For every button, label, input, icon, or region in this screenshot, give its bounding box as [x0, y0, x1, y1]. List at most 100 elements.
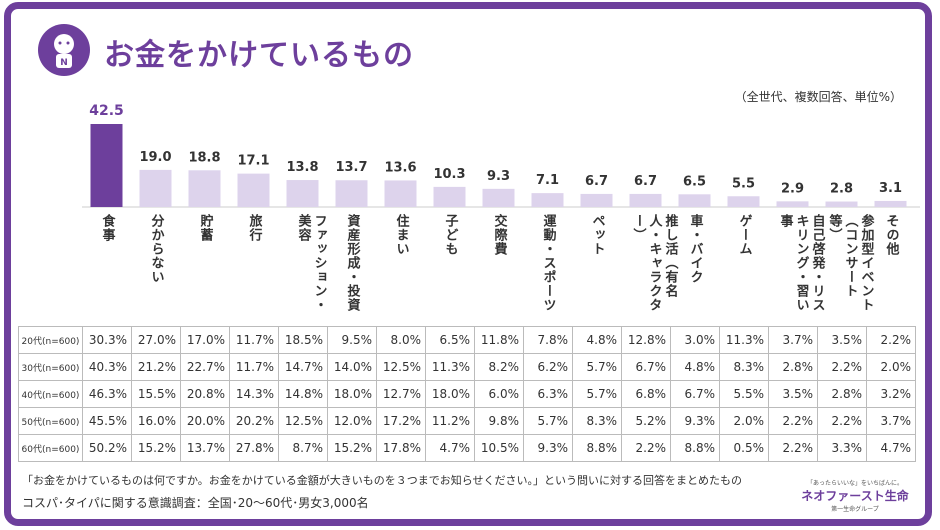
table-cell: 8.8%: [572, 434, 622, 462]
table-cell: 3.5%: [817, 326, 867, 354]
table-cell: 2.2%: [817, 407, 867, 435]
table-cell: 30.3%: [82, 326, 132, 354]
bar: [139, 169, 172, 207]
table-cell: 18.0%: [327, 380, 377, 408]
table-cell: 2.2%: [621, 434, 671, 462]
table-cell: 13.7%: [180, 434, 230, 462]
table-cell: 12.5%: [376, 353, 426, 381]
table-row: 40代(n=600) 46.3% 15.5% 20.8% 14.3% 14.8% 18.0%…: [18, 380, 916, 408]
category-label: その他: [883, 214, 899, 256]
table-cell: 9.5%: [327, 326, 377, 354]
table-cell: 12.8%: [621, 326, 671, 354]
table-cell: 2.0%: [719, 407, 769, 435]
table-row: 50代(n=600) 45.5% 16.0% 20.0% 20.2% 12.5% 12.0%…: [18, 407, 916, 435]
table-cell: 17.0%: [180, 326, 230, 354]
data-label: 6.7: [634, 174, 657, 189]
table-cell: 0.5%: [719, 434, 769, 462]
brand-logo: 「あったらいいな」をいちばんに。 ネオファースト生命 第一生命グループ: [790, 478, 920, 513]
bar: [776, 201, 809, 207]
table-cell: 2.2%: [817, 353, 867, 381]
category-label: 車・バイク: [687, 214, 703, 284]
data-label: 7.1: [536, 173, 559, 188]
table-cell: 5.5%: [719, 380, 769, 408]
category-label: 運動・スポーツ: [540, 214, 556, 312]
category-label: 住まい: [393, 214, 409, 256]
data-label: 18.8: [188, 150, 220, 165]
mascot-icon: N: [38, 24, 90, 76]
table-cell: 15.2%: [131, 434, 181, 462]
table-cell: 18.5%: [278, 326, 328, 354]
category-label: 交際費: [491, 214, 507, 256]
data-label: 10.3: [433, 167, 465, 182]
table-cell: 2.0%: [866, 353, 916, 381]
table-cell: 7.8%: [523, 326, 573, 354]
table-cell: 4.8%: [572, 326, 622, 354]
category-label: ペット: [589, 214, 605, 256]
table-cell: 8.8%: [670, 434, 720, 462]
bar: [727, 196, 760, 207]
category-label: 食事: [99, 214, 115, 242]
brand-name: ネオファースト生命: [801, 489, 909, 503]
table-cell: 14.8%: [278, 380, 328, 408]
bar: [188, 170, 221, 207]
table-cell: 3.7%: [866, 407, 916, 435]
table-cell: 3.0%: [670, 326, 720, 354]
data-label: 17.1: [237, 154, 269, 169]
table-cell: 8.7%: [278, 434, 328, 462]
table-cell: 11.3%: [719, 326, 769, 354]
table-cell: 11.8%: [474, 326, 524, 354]
table-cell: 14.7%: [278, 353, 328, 381]
table-cell: 3.5%: [768, 380, 818, 408]
table-cell: 12.5%: [278, 407, 328, 435]
bar: [384, 180, 417, 207]
table-cell: 9.3%: [670, 407, 720, 435]
table-cell: 14.3%: [229, 380, 279, 408]
table-cell: 5.2%: [621, 407, 671, 435]
bar: [335, 180, 368, 207]
logo-letter: N: [60, 58, 68, 68]
category-label: 旅行: [246, 214, 262, 242]
table-cell: 11.7%: [229, 353, 279, 381]
data-label: 9.3: [487, 169, 510, 184]
table-cell: 6.3%: [523, 380, 573, 408]
data-label: 13.6: [384, 160, 416, 175]
table-cell: 8.2%: [474, 353, 524, 381]
data-label: 5.5: [732, 176, 755, 191]
category-label: ファッション・美容: [295, 214, 327, 312]
table-cell: 3.3%: [817, 434, 867, 462]
age-breakdown-table: 20代(n=600) 30.3% 27.0% 17.0% 11.7% 18.5% 9.5% 8…: [18, 326, 916, 462]
table-row: 20代(n=600) 30.3% 27.0% 17.0% 11.7% 18.5% 9.5% 8…: [18, 326, 916, 354]
table-cell: 2.8%: [768, 353, 818, 381]
table-cell: 6.0%: [474, 380, 524, 408]
table-cell: 14.0%: [327, 353, 377, 381]
row-label: 40代(n=600): [18, 380, 83, 408]
table-cell: 12.7%: [376, 380, 426, 408]
category-label: 推し活（有名人・キャラクター）: [630, 214, 678, 312]
table-cell: 18.0%: [425, 380, 475, 408]
table-cell: 5.7%: [572, 353, 622, 381]
row-label: 30代(n=600): [18, 353, 83, 381]
bar: [531, 193, 564, 207]
table-cell: 15.5%: [131, 380, 181, 408]
table-cell: 4.7%: [425, 434, 475, 462]
bar: [286, 180, 319, 207]
bar: [629, 193, 662, 207]
brand-tagline: 「あったらいいな」をいちばんに。: [806, 480, 903, 487]
table-cell: 6.8%: [621, 380, 671, 408]
table-cell: 3.2%: [866, 380, 916, 408]
bar: [237, 173, 270, 207]
table-cell: 11.2%: [425, 407, 475, 435]
table-cell: 20.0%: [180, 407, 230, 435]
category-label: 参加型イベント（コンサート等）: [826, 214, 874, 312]
table-cell: 5.7%: [523, 407, 573, 435]
table-cell: 50.2%: [82, 434, 132, 462]
table-cell: 2.2%: [866, 326, 916, 354]
bar: [433, 186, 466, 207]
table-cell: 2.2%: [768, 407, 818, 435]
category-label: ゲーム: [736, 214, 752, 256]
data-label: 6.7: [585, 174, 608, 189]
page-title: お金をかけているもの: [104, 38, 414, 73]
bar-chart: 42.5 19.0 18.8 17.1 13.8 13.7 13.6 10.3 9.3 7.1 6.…: [82, 103, 920, 208]
table-cell: 11.3%: [425, 353, 475, 381]
table-cell: 2.8%: [817, 380, 867, 408]
